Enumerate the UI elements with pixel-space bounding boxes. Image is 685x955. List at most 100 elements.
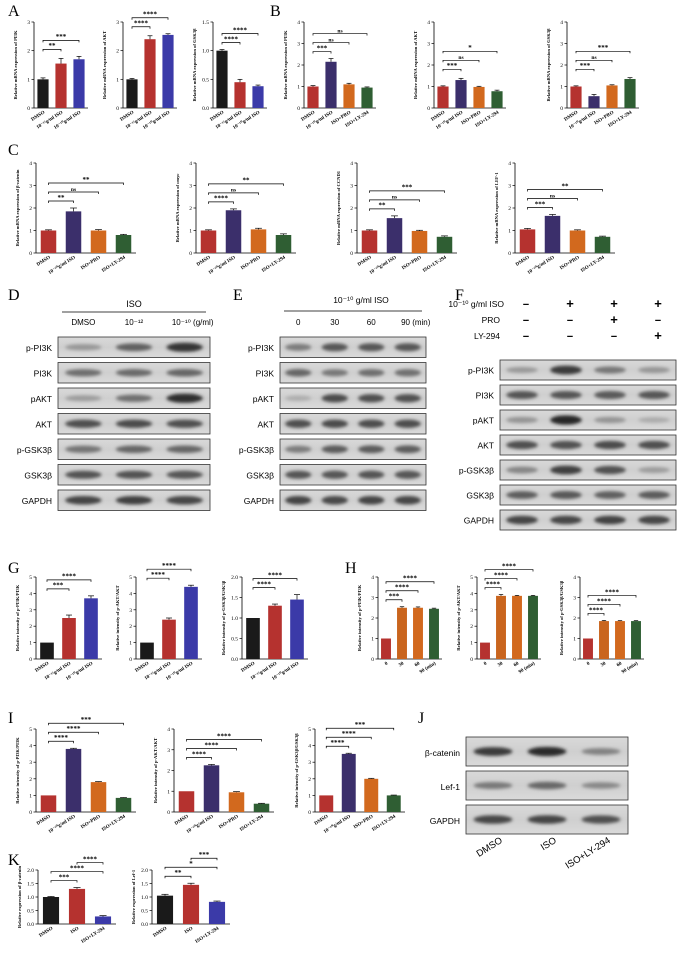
condition-mark: − — [611, 331, 617, 343]
significance-bracket — [587, 604, 621, 607]
x-tick-label: ISO+LY-294 — [261, 255, 287, 274]
blot-band — [321, 445, 348, 454]
blot-row-label: AKT — [477, 441, 494, 451]
chart-c3: 0 1 2 3 4 Relative mRNA expression of CCND1 DM… — [336, 161, 457, 276]
significance-bracket — [50, 871, 104, 874]
blot-band — [473, 815, 513, 824]
significance-label: ** — [562, 182, 570, 190]
blot-row-label: AKT — [257, 419, 274, 429]
bar — [252, 86, 264, 108]
bar — [208, 901, 226, 924]
blot-band — [594, 390, 626, 400]
significance-bracket — [312, 42, 350, 45]
y-tick-label: 4 — [560, 20, 563, 26]
significance-label: ** — [243, 177, 251, 185]
bar — [184, 586, 198, 659]
significance-label: **** — [70, 864, 85, 872]
significance-bracket — [442, 50, 498, 54]
significance-label: ns — [231, 188, 236, 194]
bar — [594, 236, 611, 253]
x-tick-label: 10⁻¹⁰g/ml ISO — [185, 814, 214, 835]
chart-g3: 0.0 0.5 1.0 1.5 2.0 Relative intensity of p-G… — [221, 571, 308, 682]
blot-band — [65, 369, 102, 377]
significance-label: ns — [591, 55, 596, 61]
blot-row-label: p-PI3K — [26, 343, 52, 353]
blot-band — [550, 415, 582, 425]
blot-band — [358, 470, 385, 479]
y-tick-label: 0 — [29, 657, 32, 663]
significance-label: *** — [389, 593, 400, 601]
blot-lane-label: 10⁻¹² — [125, 318, 144, 327]
blot-band — [321, 369, 348, 377]
x-tick-label: 10⁻¹⁰g/ml ISO — [368, 255, 397, 276]
blot-lane-label: 0 — [296, 318, 301, 327]
chart-g2: 0 1 2 3 4 5 Relative intensity of p-AKT/AKT DMS… — [115, 562, 202, 682]
significance-label: ns — [392, 195, 397, 201]
blot-row-label: p-PI3K — [248, 343, 274, 353]
significance-bracket — [131, 26, 151, 29]
y-tick-label: 1 — [29, 793, 32, 799]
y-axis-label: Relative intensity of p-PI3K/PI3K — [357, 584, 362, 651]
y-tick-label: 4 — [371, 575, 374, 581]
x-tick-label: 90 (min) — [419, 661, 437, 675]
x-tick-label: 0 — [586, 661, 591, 667]
y-tick-label: 1 — [573, 637, 576, 643]
significance-label: **** — [134, 20, 149, 28]
blot-band — [581, 815, 621, 824]
blot-band — [506, 367, 538, 373]
y-tick-label: 0 — [116, 106, 119, 112]
bar — [115, 235, 132, 253]
blot-band — [115, 343, 153, 352]
y-tick-label: 3 — [116, 20, 119, 26]
chart-i1: 0 1 2 3 4 5 Relative intensity of p-PI3K/PI3K D… — [15, 716, 136, 835]
x-tick-label: 60 — [616, 661, 623, 668]
chart-c4: 0 1 2 3 4 Relative mRNA expression of LEF-1 DM… — [494, 161, 615, 276]
bar — [386, 218, 403, 253]
y-tick-label: 0 — [129, 657, 132, 663]
y-tick-label: 4 — [470, 591, 473, 597]
y-tick-label: 5 — [29, 575, 32, 581]
y-tick-label: 0 — [27, 106, 30, 112]
panel-letter-f: F — [455, 287, 464, 304]
significance-label: **** — [486, 580, 501, 588]
significance-bracket — [146, 577, 170, 581]
blot-band — [394, 470, 421, 479]
x-tick-label: DMSO — [314, 814, 329, 826]
bar — [386, 795, 401, 812]
blot-band — [527, 781, 567, 790]
blot-band — [506, 440, 538, 450]
blot-band — [394, 419, 421, 428]
significance-bracket — [325, 736, 372, 740]
significance-label: **** — [268, 571, 283, 579]
y-axis-label: Relative mRNA expression of CCND1 — [336, 170, 341, 245]
y-tick-label: 0.0 — [231, 657, 238, 663]
y-tick-label: 3 — [350, 184, 353, 190]
y-tick-label: 4 — [29, 591, 32, 597]
bar — [343, 84, 355, 108]
y-tick-label: 2 — [167, 769, 170, 775]
blot-band — [527, 815, 567, 824]
condition-mark: + — [610, 296, 618, 311]
blot-band — [65, 495, 102, 505]
significance-label: *** — [317, 44, 328, 52]
condition-label: LY-294 — [474, 331, 500, 341]
blot-band — [166, 445, 203, 454]
bar — [544, 215, 561, 253]
condition-mark: + — [566, 296, 574, 311]
significance-bracket — [190, 857, 218, 861]
y-tick-label: 0 — [470, 657, 473, 663]
bar — [413, 607, 423, 659]
x-tick-label: ISO+PRO — [218, 814, 239, 830]
blot-band — [166, 342, 203, 352]
bar — [599, 621, 609, 659]
blot-row-label: PI3K — [256, 368, 275, 378]
x-tick-label: ISO+LY-294 — [422, 255, 448, 274]
significance-label: *** — [598, 44, 609, 52]
y-tick-label: 0 — [297, 106, 300, 112]
bar — [40, 795, 57, 812]
chart-i2: 0 1 2 3 4 Relative intensity of p-AKT/AKT DMSO… — [153, 727, 274, 835]
blot-band — [285, 419, 312, 428]
blot-band — [581, 782, 621, 789]
blot-band — [594, 465, 626, 475]
